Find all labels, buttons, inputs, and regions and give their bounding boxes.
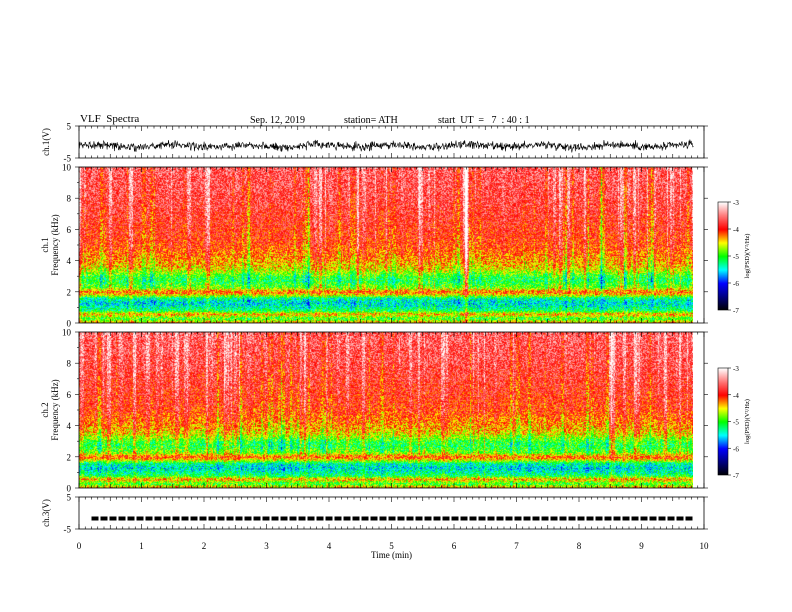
- ch1-spectrogram-ytick-label: 2: [67, 287, 72, 297]
- colorbar-tick-label: -3: [733, 199, 739, 207]
- colorbar-label: log(PSD)(V²/Hz): [744, 399, 751, 444]
- ch1-waveform-ytick-label: -5: [64, 154, 72, 164]
- colorbar-tick-label: -7: [733, 307, 739, 315]
- x-tick-label: 2: [202, 541, 207, 551]
- colorbar-tick-label: -5: [733, 253, 739, 261]
- ch2-spectrogram-ytick-label: 10: [62, 328, 72, 338]
- x-tick-label: 5: [389, 541, 394, 551]
- colorbar-tick-label: -5: [733, 419, 739, 427]
- start-time-label: start UT = 7 : 40 : 1: [438, 115, 530, 126]
- ch1-spectrogram-ytick-label: 8: [67, 194, 72, 204]
- ch2-spectrogram-heatmap-image: [79, 332, 693, 488]
- ch2-spectrogram-ytick-label: 6: [67, 390, 72, 400]
- date-label: Sep. 12, 2019: [250, 115, 305, 126]
- x-tick-label: 4: [327, 541, 332, 551]
- colorbar-tick-label: -6: [733, 280, 739, 288]
- colorbar-tick-label: -4: [733, 226, 739, 234]
- ch2-spectrogram-ytick-label: 8: [67, 359, 72, 369]
- x-tick-label: 8: [577, 541, 582, 551]
- colorbar-tick-label: -6: [733, 445, 739, 453]
- ch1-spectrogram-ylabel: Frequency (kHz): [50, 214, 60, 275]
- ch2-spectrogram-ylabel: Frequency (kHz): [50, 379, 60, 440]
- colorbar-2-gradient: [718, 368, 728, 475]
- ch2-spectrogram-ylabel: ch.2: [40, 402, 50, 417]
- colorbar-1-gradient: [718, 202, 728, 310]
- ch1-waveform-line: [78, 139, 694, 153]
- x-tick-label: 7: [514, 541, 519, 551]
- ch1-waveform-ytick-label: 5: [67, 122, 72, 132]
- ch1-spectrogram-heatmap-image: [79, 167, 693, 323]
- x-tick-label: 0: [77, 541, 82, 551]
- colorbar-label: log(PSD)(V²/Hz): [744, 234, 751, 279]
- x-axis-label: Time (min): [371, 550, 412, 560]
- ch2-spectrogram-ytick-label: 2: [67, 452, 72, 462]
- ch1-spectrogram-ytick-label: 0: [67, 319, 72, 329]
- x-tick-label: 1: [139, 541, 144, 551]
- ch3-waveform-ylabel: ch.3(V): [41, 499, 51, 527]
- colorbar-tick-label: -4: [733, 392, 739, 400]
- ch1-spectrogram-ytick-label: 4: [67, 256, 72, 266]
- x-tick-label: 6: [452, 541, 457, 551]
- ch1-spectrogram-ytick-label: 6: [67, 225, 72, 235]
- ch1-waveform-ylabel: ch.1(V): [41, 128, 51, 156]
- ch3-waveform-ytick-label: -5: [64, 525, 72, 535]
- x-tick-label: 9: [639, 541, 644, 551]
- ch3-waveform-ytick-label: 5: [67, 493, 72, 503]
- ch2-spectrogram-ytick-label: 4: [67, 421, 72, 431]
- station-label: station= ATH: [344, 115, 398, 126]
- x-tick-label: 3: [264, 541, 269, 551]
- ch1-spectrogram-ylabel: ch.1: [40, 237, 50, 252]
- chart-title: VLF Spectra: [80, 113, 140, 125]
- ch2-spectrogram-ytick-label: 0: [67, 484, 72, 494]
- x-tick-label: 10: [700, 541, 710, 551]
- colorbar-tick-label: -7: [733, 472, 739, 480]
- colorbar-tick-label: -3: [733, 365, 739, 373]
- ch1-spectrogram-ytick-label: 10: [62, 163, 72, 173]
